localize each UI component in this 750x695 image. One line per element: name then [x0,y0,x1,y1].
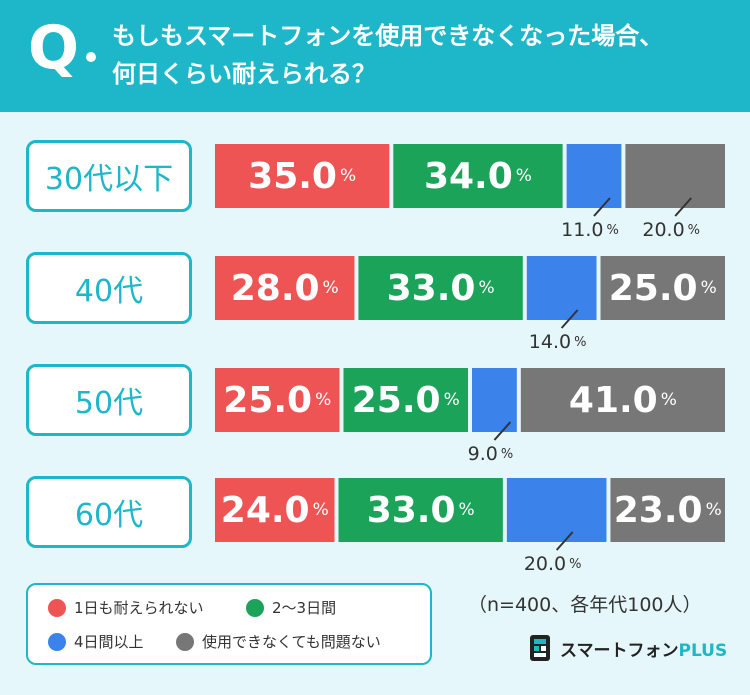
value-label: 33.0% [387,268,495,309]
bar-40s-two-three-days [358,256,523,320]
value-number: 11.0 [561,219,603,241]
value-label: 25.0% [352,380,460,421]
value-label: 34.0% [424,156,532,197]
value-unit: % [459,500,475,520]
sample-size-note: （n=400、各年代100人） [468,594,702,616]
value-unit: % [315,390,331,410]
value-number: 9.0 [468,443,498,465]
bar-60s-never [215,478,335,542]
question-mark: Q [28,13,80,83]
question-header: Q もしもスマートフォンを使用できなくなった場合、 何日くらい耐えられる？ [0,0,750,112]
value-unit: % [661,390,677,410]
value-number: 23.0 [614,490,703,531]
value-number: 34.0 [424,156,513,197]
value-label: 28.0% [231,268,339,309]
legend-label: 使用できなくても問題ない [202,633,381,651]
legend-label: 4日間以上 [74,633,144,651]
legend-swatch-red [48,598,66,617]
value-unit: % [340,166,356,186]
age-label-60s: 60代 [26,476,192,548]
legend-label: 1日も耐えられない [74,599,204,617]
value-number: 33.0 [387,268,476,309]
legend-label: 2〜3日間 [272,599,337,617]
callout-line [493,421,512,441]
question-line-2: 何日くらい耐えられる？ [112,60,376,88]
brand-logo: スマートフォンPLUS [528,634,727,662]
question-mark-dot [86,52,96,62]
bar-30s-and-under-no-problem [625,144,725,208]
bar-50s-two-three-days [343,368,468,432]
value-unit: % [688,223,700,238]
value-unit: % [313,500,329,520]
value-unit: % [569,557,581,572]
value-unit: % [478,278,494,298]
value-unit: % [706,500,722,520]
value-unit: % [516,166,532,186]
legend-swatch-gray [176,632,194,651]
value-number: 35.0 [248,156,337,197]
bar-50s-no-problem [520,368,725,432]
bar-60s-no-problem [610,478,725,542]
value-unit: % [444,390,460,410]
value-label: 11.0% [561,219,619,241]
bar-50s-four-plus-days [472,368,517,432]
value-number: 25.0 [352,380,441,421]
question-line-1: もしもスマートフォンを使用できなくなった場合、 [112,22,664,50]
value-unit: % [606,223,618,238]
value-unit: % [574,335,586,350]
value-number: 24.0 [221,490,310,531]
value-number: 41.0 [569,380,658,421]
callout-line [593,197,611,217]
value-label: 25.0% [609,268,717,309]
legend-swatch-green [246,598,264,617]
value-number: 25.0 [609,268,698,309]
age-label-30s-and-under: 30代以下 [26,140,192,212]
value-number: 20.0 [642,219,684,241]
brand-name: スマートフォンPLUS [560,640,728,661]
bar-30s-and-under-four-plus-days [566,144,622,208]
legend-item: 1日も耐えられない [48,597,204,618]
bar-30s-and-under-never [215,144,390,208]
bar-50s-never [215,368,340,432]
bar-30s-and-under-two-three-days [393,144,563,208]
value-label: 20.0% [524,553,582,575]
value-label: 9.0% [468,443,514,465]
value-label: 25.0% [223,380,331,421]
legend-item: 使用できなくても問題ない [176,631,381,652]
value-number: 28.0 [231,268,320,309]
value-unit: % [701,278,717,298]
value-label: 14.0% [529,331,587,353]
legend: 1日も耐えられない 2〜3日間 4日間以上 使用できなくても問題ない [26,583,432,665]
value-label: 41.0% [569,380,677,421]
value-unit: % [323,278,339,298]
age-label-50s: 50代 [26,364,192,436]
value-unit: % [501,447,513,462]
value-label: 20.0% [642,219,700,241]
callout-line [560,309,579,329]
value-number: 20.0 [524,553,566,575]
value-number: 25.0 [223,380,312,421]
legend-item: 2〜3日間 [246,597,336,618]
value-number: 33.0 [367,490,456,531]
value-label: 23.0% [614,490,722,531]
value-label: 35.0% [248,156,356,197]
brand-plus: PLUS [678,640,728,661]
legend-item: 4日間以上 [48,631,144,652]
legend-swatch-blue [48,632,66,651]
value-number: 14.0 [529,331,571,353]
bar-60s-two-three-days [338,478,503,542]
bar-40s-no-problem [600,256,725,320]
age-label-40s: 40代 [26,252,192,324]
bar-40s-four-plus-days [526,256,597,320]
value-label: 24.0% [221,490,329,531]
bar-60s-four-plus-days [506,478,607,542]
callout-line [674,197,692,217]
phone-logo-icon [530,635,550,661]
callout-line [555,531,574,551]
bar-40s-never [215,256,355,320]
value-label: 33.0% [367,490,475,531]
